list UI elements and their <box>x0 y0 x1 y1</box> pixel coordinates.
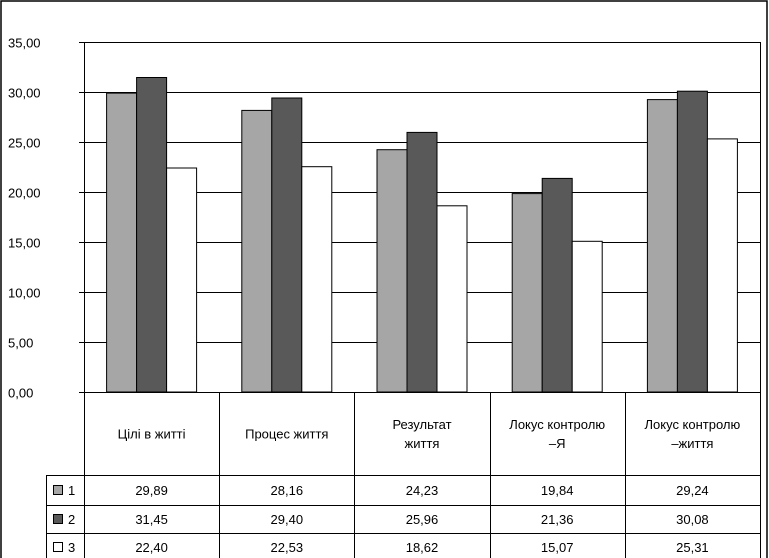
data-table-value: 21,36 <box>541 512 574 527</box>
data-table-value: 31,45 <box>135 512 168 527</box>
bar-series-3 <box>706 138 738 393</box>
data-table-value: 29,40 <box>271 512 304 527</box>
bar-series-2 <box>406 131 438 393</box>
category-label: Цілі в житті <box>118 427 186 442</box>
legend-swatch-3 <box>53 542 63 552</box>
data-table-value: 25,96 <box>406 512 439 527</box>
data-table-value: 24,23 <box>406 483 439 498</box>
data-table-value: 29,24 <box>676 483 709 498</box>
bar-series-1 <box>511 193 543 393</box>
bar-series-1 <box>376 149 408 393</box>
y-tick-label: 25,00 <box>8 136 41 151</box>
category-label: життя <box>405 436 440 451</box>
data-table-value: 29,89 <box>135 483 168 498</box>
bar-series-2 <box>271 97 303 393</box>
category-label: Результат <box>392 417 451 432</box>
y-tick-label: 0,00 <box>8 386 33 401</box>
data-table-value: 28,16 <box>271 483 304 498</box>
data-table-value: 15,07 <box>541 540 574 555</box>
category-label: Локус контролю <box>645 417 741 432</box>
data-table-value: 30,08 <box>676 512 709 527</box>
data-table-value: 25,31 <box>676 540 709 555</box>
bar-series-1 <box>241 109 273 393</box>
y-tick-label: 15,00 <box>8 236 41 251</box>
category-label: Процес життя <box>245 427 328 442</box>
y-tick-label: 20,00 <box>8 186 41 201</box>
legend-label: 1 <box>68 483 75 498</box>
y-tick-label: 35,00 <box>8 36 41 51</box>
bar-series-3 <box>436 205 468 393</box>
category-label: Локус контролю <box>509 417 605 432</box>
legend-label: 3 <box>68 540 75 555</box>
legend-swatch-1 <box>53 485 63 495</box>
bar-series-2 <box>136 77 168 393</box>
bar-series-1 <box>106 92 138 393</box>
bar-series-1 <box>646 99 678 393</box>
bar-series-2 <box>541 177 573 393</box>
data-table-value: 22,53 <box>271 540 304 555</box>
bar-series-3 <box>166 167 198 393</box>
y-tick-label: 5,00 <box>8 336 33 351</box>
data-table-value: 22,40 <box>135 540 168 555</box>
y-tick-label: 10,00 <box>8 286 41 301</box>
legend-label: 2 <box>68 512 75 527</box>
bar-series-2 <box>676 90 708 393</box>
bar-series-3 <box>301 166 333 393</box>
data-table-value: 18,62 <box>406 540 439 555</box>
bar-series-3 <box>571 240 603 393</box>
category-label: –життя <box>671 436 713 451</box>
legend-swatch-2 <box>53 514 63 524</box>
data-table-value: 19,84 <box>541 483 574 498</box>
category-label: –Я <box>549 436 566 451</box>
y-tick-label: 30,00 <box>8 86 41 101</box>
